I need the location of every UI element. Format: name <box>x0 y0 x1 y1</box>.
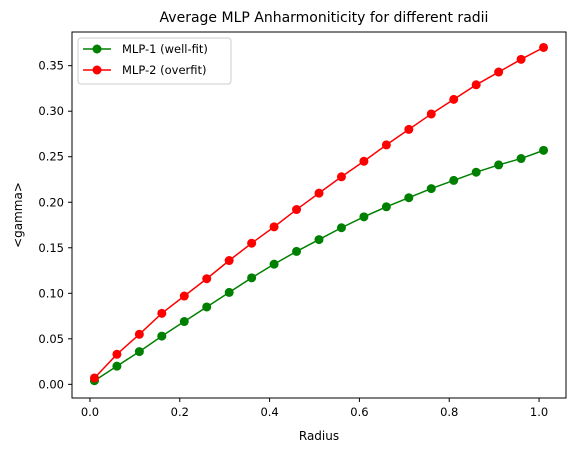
data-point <box>179 291 189 301</box>
data-point <box>516 54 526 64</box>
data-point <box>471 167 481 177</box>
data-point <box>404 124 414 134</box>
data-point <box>134 329 144 339</box>
x-axis-label: Radius <box>299 429 339 443</box>
data-point <box>359 156 369 166</box>
data-point <box>157 308 167 318</box>
data-point <box>89 373 99 383</box>
data-point <box>247 238 257 248</box>
legend-frame <box>77 37 232 85</box>
y-tick-label: 0.30 <box>38 104 64 118</box>
data-point <box>494 67 504 77</box>
x-tick-label: 0.6 <box>350 405 368 419</box>
y-axis-label: <gamma> <box>11 182 25 248</box>
data-point <box>539 145 549 155</box>
series-1 <box>89 145 549 386</box>
data-point <box>157 331 167 341</box>
data-point <box>449 94 459 104</box>
y-tick-label: 0.15 <box>38 241 64 255</box>
x-axis: 0.0 0.2 0.4 0.6 0.8 1.0 <box>81 398 548 419</box>
y-tick-label: 0.00 <box>38 377 64 391</box>
legend-label: MLP-2 (overfit) <box>122 63 207 77</box>
axes-frame <box>71 31 567 399</box>
data-point <box>314 188 324 198</box>
plot-area <box>89 42 549 386</box>
data-point <box>381 140 391 150</box>
data-point <box>336 223 346 233</box>
chart-title: Average MLP Anharmoniticity for differen… <box>160 10 489 26</box>
data-point <box>112 361 122 371</box>
data-point <box>359 212 369 222</box>
data-point <box>269 222 279 232</box>
legend-label: MLP-1 (well-fit) <box>122 42 208 56</box>
data-point <box>404 193 414 203</box>
data-point <box>224 256 234 266</box>
data-point <box>269 259 279 269</box>
data-point <box>449 175 459 185</box>
data-point <box>336 172 346 182</box>
data-point <box>134 347 144 357</box>
data-point <box>471 80 481 90</box>
y-axis: 0.00 0.05 0.10 0.15 0.20 0.25 0.30 0.35 <box>38 59 72 391</box>
data-point <box>202 274 212 284</box>
data-point <box>179 317 189 327</box>
legend-entry-mlp-2: MLP-2 (overfit) <box>83 63 207 77</box>
data-point <box>516 154 526 164</box>
data-point <box>292 205 302 215</box>
data-point <box>426 109 436 119</box>
x-tick-label: 0.8 <box>440 405 458 419</box>
data-point <box>381 202 391 212</box>
x-tick-label: 0.2 <box>171 405 189 419</box>
y-tick-label: 0.20 <box>38 195 64 209</box>
legend: MLP-1 (well-fit) MLP-2 (overfit) <box>77 37 232 85</box>
data-point <box>426 184 436 194</box>
data-point <box>292 246 302 256</box>
legend-swatch-marker <box>92 44 102 54</box>
x-tick-label: 1.0 <box>530 405 548 419</box>
data-point <box>247 273 257 283</box>
legend-swatch-marker <box>92 65 102 75</box>
data-point <box>494 160 504 170</box>
series-2 <box>89 42 549 383</box>
x-tick-label: 0.4 <box>260 405 278 419</box>
data-point <box>202 302 212 312</box>
y-tick-label: 0.10 <box>38 286 64 300</box>
data-point <box>224 287 234 297</box>
legend-entry-mlp-1: MLP-1 (well-fit) <box>83 42 208 56</box>
x-tick-label: 0.0 <box>81 405 99 419</box>
data-point <box>112 349 122 359</box>
y-tick-label: 0.05 <box>38 332 64 346</box>
y-tick-label: 0.35 <box>38 59 64 73</box>
data-point <box>314 235 324 245</box>
y-tick-label: 0.25 <box>38 150 64 164</box>
data-point <box>539 42 549 52</box>
